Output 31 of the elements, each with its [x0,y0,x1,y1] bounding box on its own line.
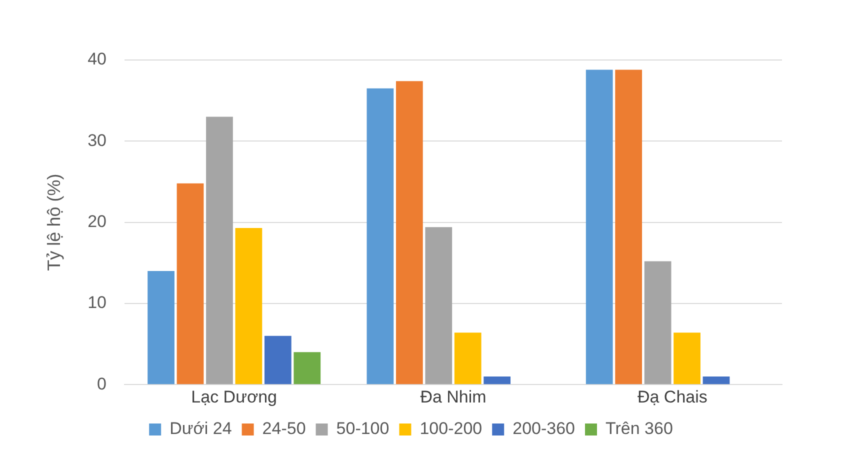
bar [366,88,394,384]
y-tick-label: 40 [88,50,107,69]
bar [396,81,423,384]
bar [206,116,233,384]
x-tick-label: Đa Nhim [420,387,486,406]
bar [148,270,174,384]
legend-label: 24-50 [262,419,306,438]
bar [644,261,672,384]
bar [235,228,262,384]
y-tick-label: 10 [88,293,107,312]
y-tick-label: 30 [88,130,107,150]
x-tick-label: Đạ Chais [637,387,708,406]
bar [702,376,730,384]
bar [674,332,700,384]
bar [484,376,511,384]
bar [586,70,613,384]
legend-label: 100-200 [420,419,482,438]
legend-label: Trên 360 [605,419,673,438]
bar [294,352,321,384]
legend-label: Dưới 24 [170,419,232,438]
bar [264,336,292,384]
legend-label: 200-360 [512,419,575,438]
y-tick-label: 20 [88,212,107,231]
bar [176,183,204,384]
y-axis-title: Tỷ lệ hộ (%) [44,174,64,271]
x-tick-label: Lạc Dương [191,387,278,406]
bar [454,332,482,384]
y-tick-label: 0 [97,374,107,394]
bar [425,227,452,384]
legend-label: 50-100 [336,419,390,438]
bar [615,70,642,384]
